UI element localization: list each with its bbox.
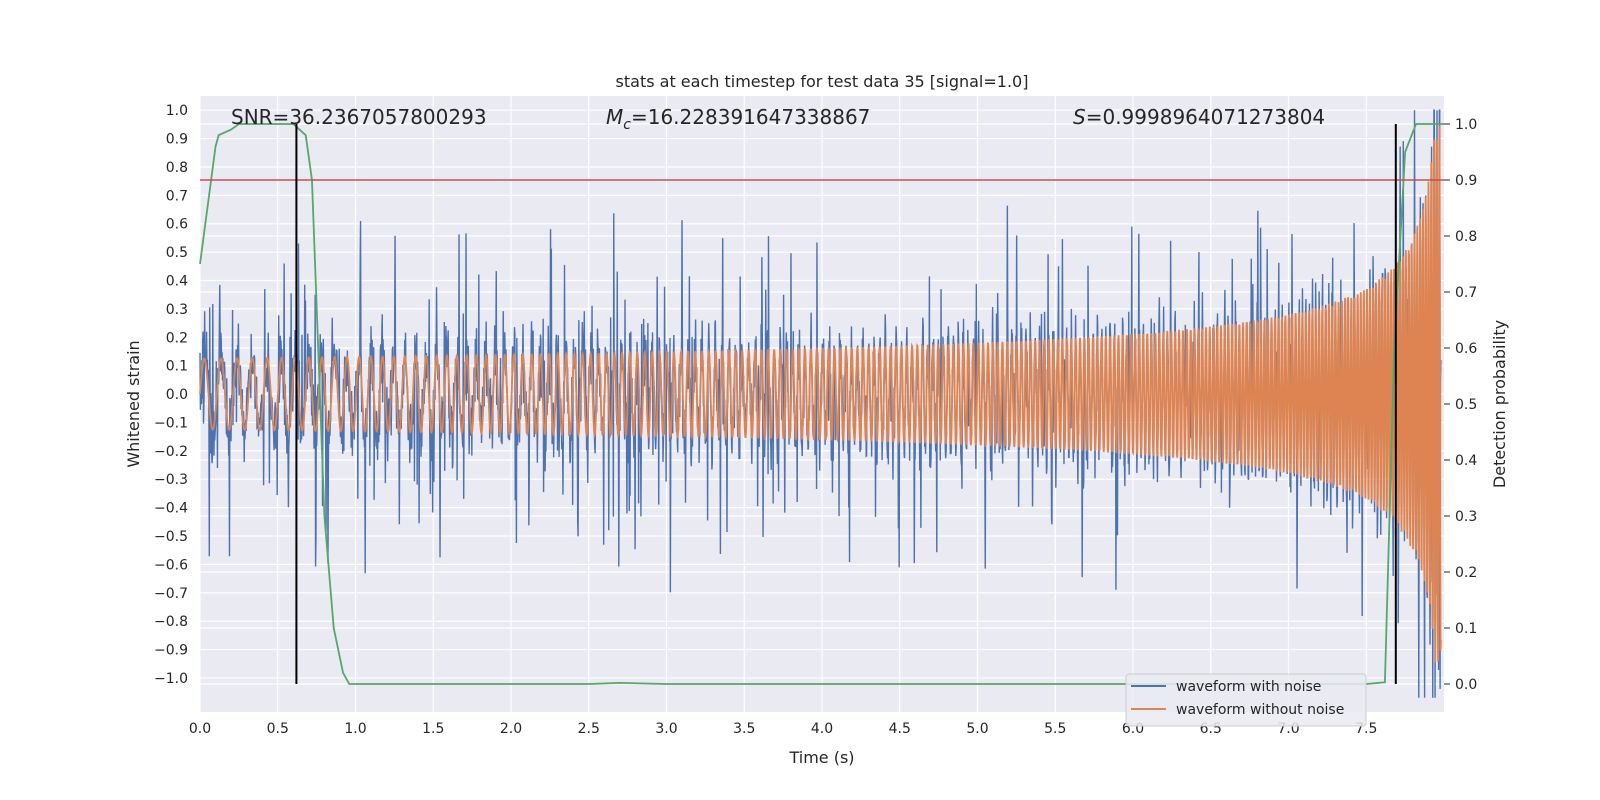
y-tick-label: 1.0: [166, 103, 188, 119]
y-tick-label: 0.4: [166, 274, 188, 290]
annotation-s-symbol: S: [1073, 105, 1086, 129]
y-tick-label: 0.8: [166, 160, 188, 176]
y2-tick-label: 0.4: [1455, 453, 1477, 469]
legend-box: [1125, 673, 1367, 727]
annotation-s: S=0.9998964071273804: [1073, 105, 1325, 129]
y-tick-label: 0.3: [166, 302, 188, 318]
y-tick-label: 0.1: [166, 359, 188, 375]
legend-label-noise: waveform with noise: [1176, 679, 1321, 695]
annotation-mc-subscript: c: [623, 117, 631, 133]
y-tick-label: −0.3: [154, 472, 188, 488]
y2-tick-label: 0.3: [1455, 509, 1477, 525]
y-tick-label: 0.7: [166, 188, 188, 204]
series-waveform-without-noise: [199, 125, 1442, 663]
y2-tick-label: 0.9: [1455, 173, 1477, 189]
y-tick-label: 0.2: [166, 330, 188, 346]
annotation-snr-value: 36.2367057800293: [289, 105, 486, 129]
annotations: SNR=36.2367057800293 Mc=16.2283916473388…: [231, 105, 1325, 133]
clean-waveform-line: [199, 125, 1442, 663]
x-tick-label: 2.5: [578, 721, 600, 737]
y-tick-label: −0.5: [154, 529, 188, 545]
legend-label-clean: waveform without noise: [1176, 702, 1344, 718]
x-tick-label: 1.0: [344, 721, 366, 737]
y2-tick-label: 0.7: [1455, 285, 1477, 301]
series-detection-probability: [199, 123, 1444, 685]
x-tick-label: 4.5: [889, 721, 911, 737]
x-tick-label: 5.0: [966, 721, 988, 737]
vertical-markers: [295, 124, 1397, 684]
x-tick-label: 4.0: [811, 721, 833, 737]
axis-ticks: 0.0 0.5 1.0 1.5 2.0 2.5 3.0 3.5 4.0 4.5 5.0 5.5 6.0 6…: [154, 103, 1477, 737]
y2-tick-label: 0.0: [1455, 677, 1477, 693]
y-tick-label: −0.1: [154, 415, 188, 431]
annotation-mc-symbol: M: [606, 105, 623, 129]
y-tick-label: −0.2: [154, 444, 188, 460]
y-tick-label: −0.4: [154, 501, 188, 517]
y-tick-label: −0.7: [154, 586, 188, 602]
y-axis-label: Whitened strain: [124, 340, 143, 467]
y2-axis-label: Detection probability: [1490, 320, 1509, 488]
y-tick-label: 0.6: [166, 217, 188, 233]
x-tick-label: 0.5: [267, 721, 289, 737]
y2-tick-label: 0.6: [1455, 341, 1477, 357]
y-tick-label: −0.9: [154, 643, 188, 659]
x-tick-label: 0.0: [189, 721, 211, 737]
x-axis-label: Time (s): [788, 748, 854, 767]
probability-line: [199, 123, 1444, 685]
y-tick-label: −0.6: [154, 557, 188, 573]
y-tick-label: −1.0: [154, 671, 188, 687]
y2-tick-label: 0.8: [1455, 229, 1477, 245]
y-tick-label: −0.8: [154, 614, 188, 630]
x-tick-label: 3.5: [733, 721, 755, 737]
annotation-mc: Mc=16.228391647338867: [606, 105, 870, 133]
annotation-mc-value: 16.228391647338867: [648, 105, 871, 129]
y2-tick-label: 0.1: [1455, 621, 1477, 637]
annotation-snr: SNR=36.2367057800293: [231, 105, 487, 129]
y-tick-label: 0.5: [166, 245, 188, 261]
y2-tick-label: 0.2: [1455, 565, 1477, 581]
legend: waveform with noise waveform without noi…: [1125, 673, 1367, 727]
y-tick-label: 0.9: [166, 132, 188, 148]
y-tick-label: 0.0: [166, 387, 188, 403]
y2-tick-label: 0.5: [1455, 397, 1477, 413]
annotation-s-value: 0.9998964071273804: [1102, 105, 1325, 129]
x-tick-label: 1.5: [422, 721, 444, 737]
y2-tick-label: 1.0: [1455, 117, 1477, 133]
chart-title: stats at each timestep for test data 35 …: [616, 72, 1029, 91]
x-tick-label: 5.5: [1044, 721, 1066, 737]
x-tick-label: 3.0: [655, 721, 677, 737]
x-tick-label: 2.0: [500, 721, 522, 737]
